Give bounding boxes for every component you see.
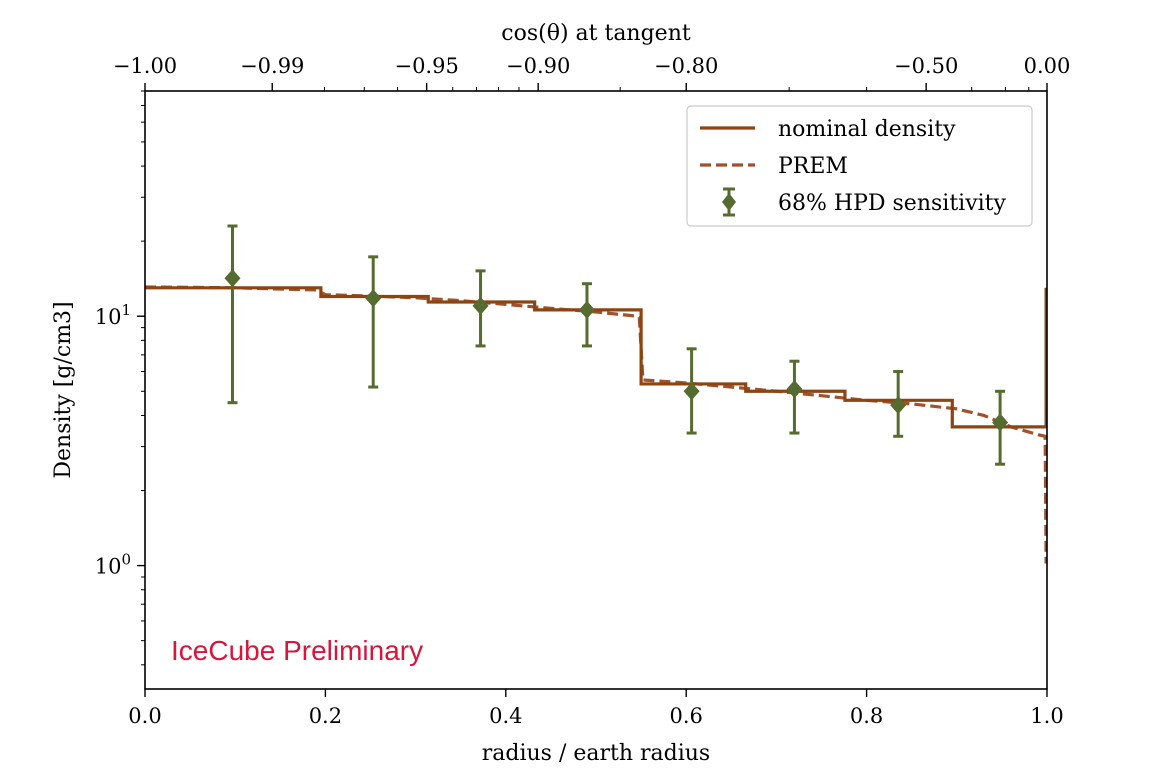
legend: nominal density PREM 68% HPD sensitivity xyxy=(686,105,1033,227)
x-tick-label-1: 0.2 xyxy=(309,704,342,728)
x-tick-label-4: 0.8 xyxy=(850,704,883,728)
x-tick-label-2: 0.4 xyxy=(489,704,522,728)
nominal-density-line xyxy=(145,286,1047,429)
legend-points-label: 68% HPD sensitivity xyxy=(778,191,1006,216)
top-tick-label-3: −0.90 xyxy=(506,54,570,78)
x-tick-label-5: 1.0 xyxy=(1030,704,1063,728)
y-tick-label-1: 101 xyxy=(95,301,131,329)
watermark: IceCube Preliminary xyxy=(171,635,423,666)
x-axis-label: radius / earth radius xyxy=(482,741,710,766)
sensitivity-point-4 xyxy=(683,382,700,401)
legend-prem-label: PREM xyxy=(778,154,848,179)
legend-box xyxy=(686,105,1033,227)
plot-frame xyxy=(144,90,1048,690)
prem-line xyxy=(145,285,1047,564)
x-tick-label-3: 0.6 xyxy=(669,704,702,728)
y-axis-label: Density [g/cm3] xyxy=(51,301,76,478)
sensitivity-point-6 xyxy=(890,396,907,415)
sensitivity-point-3 xyxy=(578,300,595,319)
sensitivity-point-5 xyxy=(786,380,803,399)
top-axis-label: cos(θ) at tangent xyxy=(501,21,691,46)
sensitivity-point-1 xyxy=(365,289,382,308)
x-tick-label-0: 0.0 xyxy=(128,704,161,728)
top-tick-label-0: −1.00 xyxy=(113,54,177,78)
top-tick-label-6: 0.00 xyxy=(1024,54,1071,78)
top-tick-label-5: −0.50 xyxy=(894,54,958,78)
sensitivity-point-2 xyxy=(472,296,489,315)
top-tick-label-4: −0.80 xyxy=(654,54,718,78)
sensitivity-point-0 xyxy=(224,269,241,288)
legend-points-marker xyxy=(722,193,736,211)
y-tick-label-0: 100 xyxy=(95,551,131,579)
legend-nominal-label: nominal density xyxy=(778,117,956,142)
sensitivity-point-7 xyxy=(992,413,1009,432)
top-tick-label-1: −0.99 xyxy=(240,54,304,78)
top-tick-label-2: −0.95 xyxy=(394,54,458,78)
